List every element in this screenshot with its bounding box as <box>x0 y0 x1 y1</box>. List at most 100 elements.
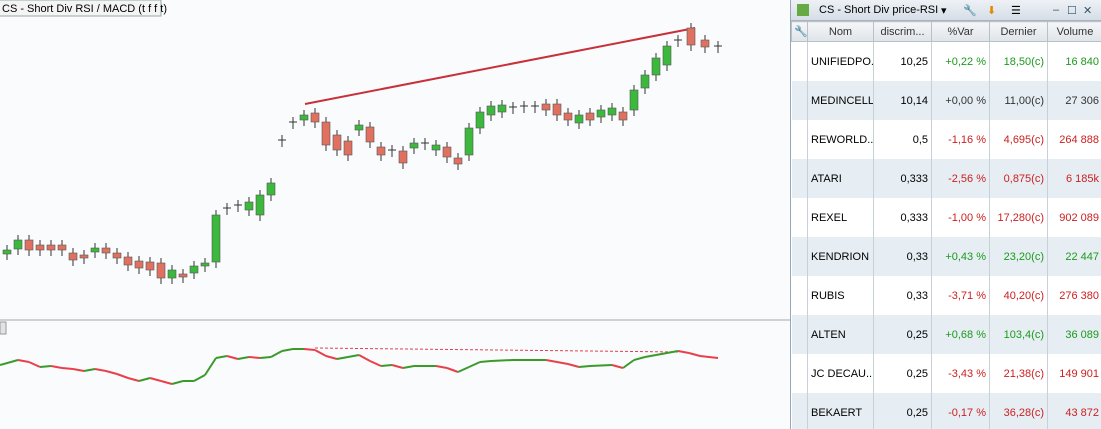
candle-body <box>79 254 89 259</box>
column-header[interactable]: Volume <box>1047 21 1101 42</box>
menu-icon[interactable]: ☰ <box>1011 5 1021 17</box>
oscillator-segment <box>633 356 646 361</box>
oscillator-segment <box>171 380 184 385</box>
dropdown[interactable]: ▾ <box>941 5 947 17</box>
oscillator-segment <box>61 367 74 370</box>
candle-body <box>365 126 375 143</box>
oscillator-segment <box>314 349 327 357</box>
oscillator-segment <box>677 350 690 354</box>
list-row[interactable]: MEDINCELL 10,14 +0,00 % 11,00(c) 27 306 <box>791 81 1101 120</box>
chart-panel: CS - Short Div RSI / MACD (t f f t) <box>0 0 790 385</box>
list-row[interactable]: BEKAERT 0,25 -0,17 % 36,28(c) 43 872 <box>791 393 1101 429</box>
oscillator-segment <box>28 361 41 368</box>
divergence-line <box>314 347 681 353</box>
cell: ATARI <box>807 159 874 198</box>
cell: UNIFIEDPO... <box>807 41 874 81</box>
row-icon <box>791 81 808 120</box>
candle-body <box>409 142 419 149</box>
candle-body <box>700 39 710 48</box>
oscillator-segment <box>0 359 19 366</box>
cell: 23,20(c) <box>989 237 1048 276</box>
cell: 0,25 <box>873 393 932 429</box>
cell: -3,43 % <box>931 354 990 393</box>
candle-body <box>431 144 441 151</box>
oscillator-segment <box>435 365 448 369</box>
list-row[interactable]: REWORLD... 0,5 -1,16 % 4,695(c) 264 888 <box>791 120 1101 159</box>
list-row[interactable]: KENDRION 0,33 +0,43 % 23,20(c) 22 447 <box>791 237 1101 276</box>
list-row[interactable]: RUBIS 0,33 -3,71 % 40,20(c) 276 380 <box>791 276 1101 315</box>
oscillator-segment <box>380 364 393 367</box>
candle-body <box>200 262 210 267</box>
list-row[interactable]: JC DECAU... 0,25 -3,43 % 21,38(c) 149 901 <box>791 354 1101 393</box>
oscillator-segment <box>237 356 250 360</box>
candle-body <box>497 104 507 113</box>
cell: 18,50(c) <box>989 41 1048 81</box>
sort-icon[interactable]: ⬇ <box>987 5 997 17</box>
candle-body <box>629 89 639 111</box>
title-bar: CS - Short Div price-RSI ▾ 🔧 ⬇ ☰ – ☐ ✕ <box>791 0 1101 21</box>
oscillator-segment <box>281 348 294 352</box>
oscillator-segment <box>490 359 514 362</box>
cell: 264 888 <box>1047 120 1101 159</box>
maximize[interactable]: ☐ <box>1067 5 1077 17</box>
candle-body <box>46 244 56 251</box>
candle-body <box>134 260 144 269</box>
panel-button[interactable] <box>0 321 7 335</box>
row-icon <box>791 198 808 237</box>
candle-body <box>662 45 672 66</box>
column-header[interactable]: Dernier <box>989 21 1048 42</box>
list-row[interactable]: UNIFIEDPO... 10,25 +0,22 % 18,50(c) 16 840 <box>791 41 1101 81</box>
candle-body <box>145 261 155 271</box>
column-header[interactable]: Nom <box>807 21 874 42</box>
list-row[interactable]: ATARI 0,333 -2,56 % 0,875(c) 6 185k <box>791 159 1101 198</box>
list-table: 🔧 Nom discrim... %Var Dernier Volume UNIFIEDP… <box>791 21 1101 429</box>
settings-header[interactable]: 🔧 <box>791 21 808 42</box>
cell: 43 872 <box>1047 393 1101 429</box>
tool-icon[interactable]: 🔧 <box>963 5 977 17</box>
cell: MEDINCELL <box>807 81 874 120</box>
oscillator-segment <box>116 373 129 379</box>
oscillator-segment <box>83 368 96 372</box>
list-row[interactable]: REXEL 0,333 -1,00 % 17,280(c) 902 089 <box>791 198 1101 237</box>
cell: BEKAERT <box>807 393 874 429</box>
cell: -1,16 % <box>931 120 990 159</box>
list-row[interactable]: ALTEN 0,25 +0,68 % 103,4(c) 36 089 <box>791 315 1101 354</box>
row-icon <box>791 393 808 429</box>
minimize[interactable]: – <box>1053 4 1060 16</box>
list-title[interactable]: CS - Short Div price-RSI <box>819 4 939 16</box>
candle-body <box>563 112 573 121</box>
column-header[interactable]: discrim... <box>873 21 932 42</box>
candle-body <box>354 124 364 131</box>
candle-body <box>453 157 463 165</box>
cell: 0,33 <box>873 237 932 276</box>
cell: +0,43 % <box>931 237 990 276</box>
oscillator-segment <box>457 366 470 373</box>
candle-body <box>343 140 353 156</box>
cell: 16 840 <box>1047 41 1101 81</box>
cell: 27 306 <box>1047 81 1101 120</box>
candle-body <box>464 127 474 156</box>
oscillator-segment <box>39 365 52 368</box>
close[interactable]: ✕ <box>1083 5 1093 17</box>
oscillator-segment <box>611 364 624 369</box>
cell: +0,22 % <box>931 41 990 81</box>
candle-body <box>541 103 551 111</box>
candle-body <box>24 239 34 251</box>
cell: +0,00 % <box>931 81 990 120</box>
cell: 0,25 <box>873 315 932 354</box>
oscillator-segment <box>358 354 371 362</box>
candle-body <box>178 273 188 278</box>
candle-body <box>310 112 320 123</box>
cell: 103,4(c) <box>989 315 1048 354</box>
oscillator-segment <box>545 359 558 363</box>
oscillator-segment <box>688 352 701 357</box>
oscillator-segment <box>94 368 107 372</box>
cell: 4,695(c) <box>989 120 1048 159</box>
column-header[interactable]: %Var <box>931 21 990 42</box>
oscillator-segment <box>655 352 668 356</box>
candle-body <box>651 57 661 76</box>
cell: 276 380 <box>1047 276 1101 315</box>
oscillator-segment <box>644 354 657 358</box>
chart-label: CS - Short Div RSI / MACD (t f f t) <box>2 3 167 15</box>
cell: 10,14 <box>873 81 932 120</box>
